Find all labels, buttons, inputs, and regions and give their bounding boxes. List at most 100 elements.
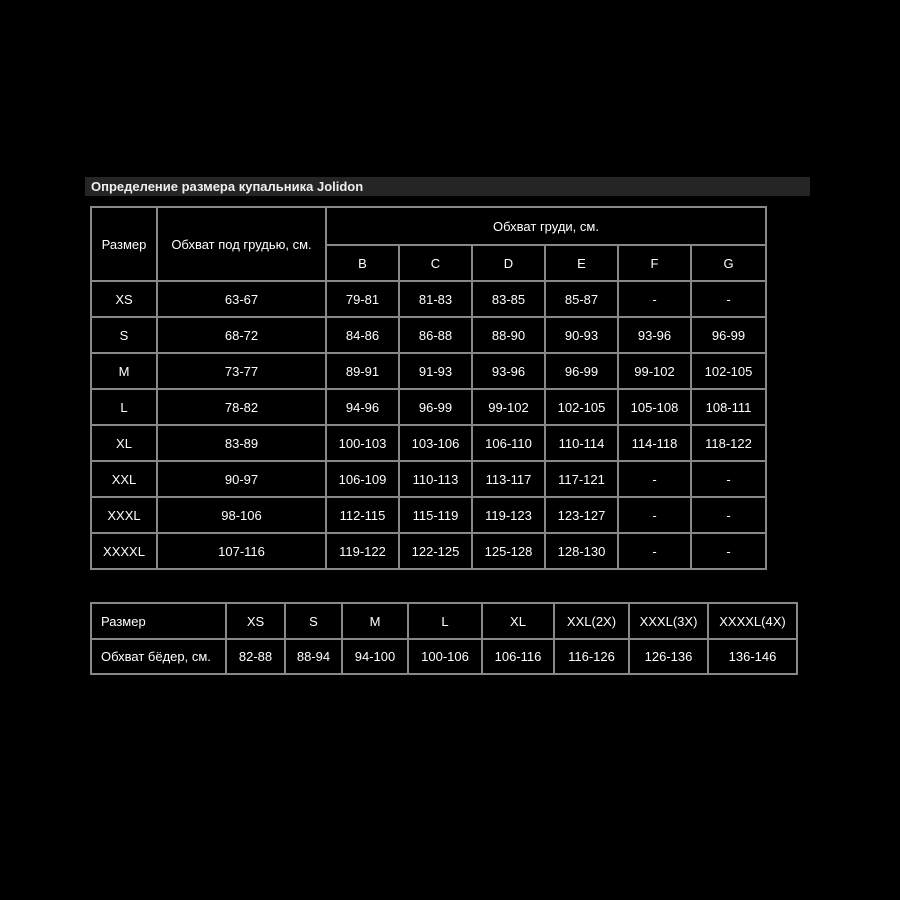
size-table-header-row-1: Размер Обхват под грудью, см. Обхват гру… bbox=[90, 206, 768, 282]
cup-value-cell: 110-113 bbox=[398, 460, 473, 498]
cup-value-cell: 91-93 bbox=[398, 352, 473, 390]
cup-value-cell: 106-110 bbox=[471, 424, 546, 462]
size-cell: M bbox=[90, 352, 158, 390]
cup-value-cell: 86-88 bbox=[398, 316, 473, 354]
underbust-cell: 73-77 bbox=[156, 352, 327, 390]
cup-value-cell: 113-117 bbox=[471, 460, 546, 498]
hips-size-header-cell: XS bbox=[225, 602, 286, 640]
hips-size-header-cell: XL bbox=[481, 602, 555, 640]
cup-value-cell: - bbox=[617, 280, 692, 318]
underbust-cell: 63-67 bbox=[156, 280, 327, 318]
cup-value-cell: - bbox=[617, 532, 692, 570]
cup-value-cell: 93-96 bbox=[471, 352, 546, 390]
cup-value-cell: - bbox=[689, 460, 768, 498]
cup-value-cell: 96-99 bbox=[689, 316, 768, 354]
size-cell: XXL bbox=[90, 460, 158, 498]
cup-value-cell: - bbox=[689, 280, 768, 318]
cup-value-cell: 99-102 bbox=[617, 352, 692, 390]
cup-value-cell: 114-118 bbox=[617, 424, 692, 462]
underbust-cell: 90-97 bbox=[156, 460, 327, 498]
hips-value-cell: 82-88 bbox=[225, 638, 286, 675]
hips-value-cell: 106-116 bbox=[481, 638, 555, 675]
underbust-cell: 78-82 bbox=[156, 388, 327, 426]
hips-value-cell: 100-106 bbox=[407, 638, 483, 675]
underbust-cell: 68-72 bbox=[156, 316, 327, 354]
cup-value-cell: 96-99 bbox=[544, 352, 619, 390]
cup-value-cell: 93-96 bbox=[617, 316, 692, 354]
cup-value-cell: 84-86 bbox=[325, 316, 400, 354]
hips-size-header-cell: L bbox=[407, 602, 483, 640]
cup-value-cell: 118-122 bbox=[689, 424, 768, 462]
cup-value-cell: 125-128 bbox=[471, 532, 546, 570]
cup-value-cell: 112-115 bbox=[325, 496, 400, 534]
cup-value-cell: 106-109 bbox=[325, 460, 400, 498]
size-table-body: XS 63-67 79-81 81-83 83-85 85-87- - S 68-72 84-86… bbox=[90, 280, 768, 570]
hips-size-header-cell: XXXXL(4X) bbox=[707, 602, 798, 640]
hips-size-table: Размер XS S M L XL XXL(2X) XXXL(3X) XXXXL(4X) О… bbox=[90, 602, 798, 675]
size-table-row: XXXL 98-106 112-115 115-119 119-123 123-127- - bbox=[90, 496, 768, 534]
cup-value-cell: 79-81 bbox=[325, 280, 400, 318]
cup-value-cell: - bbox=[689, 532, 768, 570]
size-cell: L bbox=[90, 388, 158, 426]
cup-value-cell: 85-87 bbox=[544, 280, 619, 318]
cup-column-header: B bbox=[325, 244, 400, 282]
cup-value-cell: 108-111 bbox=[689, 388, 768, 426]
size-cell: XXXXL bbox=[90, 532, 158, 570]
cup-value-cell: 90-93 bbox=[544, 316, 619, 354]
cup-value-cell: 102-105 bbox=[689, 352, 768, 390]
hips-size-header-cell: M bbox=[341, 602, 409, 640]
size-cell: XXXL bbox=[90, 496, 158, 534]
hips-value-cell: 88-94 bbox=[284, 638, 343, 675]
cup-value-cell: 99-102 bbox=[471, 388, 546, 426]
bust-group-header: Обхват груди, см. bbox=[324, 206, 768, 246]
cup-value-cell: 96-99 bbox=[398, 388, 473, 426]
cup-value-cell: 123-127 bbox=[544, 496, 619, 534]
hips-table-size-row: Размер XS S M L XL XXL(2X) XXXL(3X) XXXXL(4X) bbox=[90, 602, 798, 640]
cup-value-cell: 115-119 bbox=[398, 496, 473, 534]
cup-value-cell: 122-125 bbox=[398, 532, 473, 570]
size-column-header: Размер bbox=[90, 206, 158, 282]
cup-value-cell: 105-108 bbox=[617, 388, 692, 426]
hips-table-value-row: Обхват бёдер, см. 82-88 88-94 94-100 100-10… bbox=[90, 638, 798, 675]
cup-value-cell: 119-122 bbox=[325, 532, 400, 570]
underbust-cell: 107-116 bbox=[156, 532, 327, 570]
size-table-row: XL 83-89 100-103 103-106 106-110 110-114 114-1… bbox=[90, 424, 768, 462]
cup-value-cell: 81-83 bbox=[398, 280, 473, 318]
cup-value-cell: - bbox=[689, 496, 768, 534]
underbust-column-header: Обхват под грудью, см. bbox=[156, 206, 327, 282]
cup-column-header: D bbox=[471, 244, 546, 282]
cup-value-cell: 83-85 bbox=[471, 280, 546, 318]
cup-value-cell: 88-90 bbox=[471, 316, 546, 354]
cup-column-header: E bbox=[544, 244, 619, 282]
size-table-row: XS 63-67 79-81 81-83 83-85 85-87- - bbox=[90, 280, 768, 318]
cup-value-cell: - bbox=[617, 496, 692, 534]
cup-value-cell: 117-121 bbox=[544, 460, 619, 498]
cup-column-header: F bbox=[617, 244, 692, 282]
cup-value-cell: 103-106 bbox=[398, 424, 473, 462]
cup-value-cell: - bbox=[617, 460, 692, 498]
cup-value-cell: 102-105 bbox=[544, 388, 619, 426]
size-table-row: L 78-82 94-96 96-99 99-102 102-105 105-108 108-… bbox=[90, 388, 768, 426]
size-table-row: S 68-72 84-86 86-88 88-90 90-93 93-96 96-99 bbox=[90, 316, 768, 354]
page-title: Определение размера купальника Jolidon bbox=[85, 177, 810, 196]
size-table-header-row-2: B C D E F G bbox=[91, 244, 768, 282]
cup-value-cell: 110-114 bbox=[544, 424, 619, 462]
size-table-row: M 73-77 89-91 91-93 93-96 96-99 99-102 102-105 bbox=[90, 352, 768, 390]
hips-size-row-label: Размер bbox=[90, 602, 227, 640]
cup-value-cell: 94-96 bbox=[325, 388, 400, 426]
underbust-cell: 83-89 bbox=[156, 424, 327, 462]
size-table-row: XXXXL 107-116 119-122 122-125 125-128 128-130… bbox=[90, 532, 768, 570]
size-table-row: XXL 90-97 106-109 110-113 113-117 117-121- - bbox=[90, 460, 768, 498]
size-cell: XS bbox=[90, 280, 158, 318]
bust-size-table: Размер Обхват под грудью, см. Обхват гру… bbox=[90, 206, 768, 570]
cup-value-cell: 128-130 bbox=[544, 532, 619, 570]
cup-column-header: G bbox=[689, 244, 768, 282]
hips-value-cell: 136-146 bbox=[707, 638, 798, 675]
size-cell: XL bbox=[90, 424, 158, 462]
cup-column-header: C bbox=[398, 244, 473, 282]
hips-value-cell: 126-136 bbox=[628, 638, 709, 675]
hips-value-cell: 116-126 bbox=[553, 638, 630, 675]
hips-size-header-cell: XXXL(3X) bbox=[628, 602, 709, 640]
hips-size-header-cell: S bbox=[284, 602, 343, 640]
